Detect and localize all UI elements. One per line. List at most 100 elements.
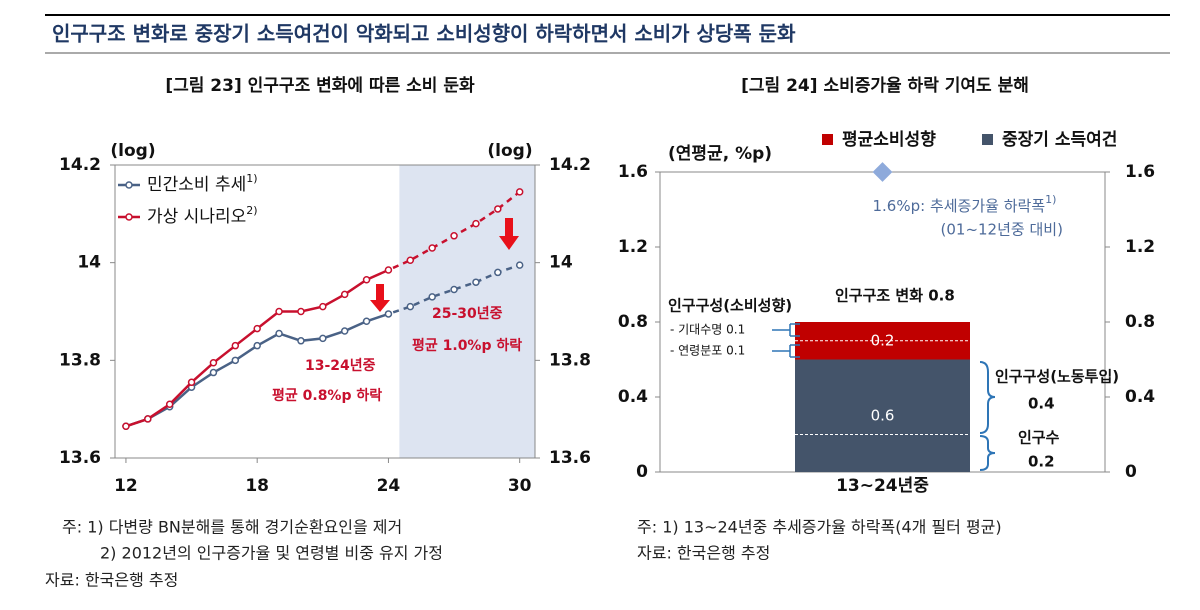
legend-name: 민간소비 추세 bbox=[147, 175, 246, 195]
annotation: 13-24년중 bbox=[305, 358, 376, 374]
point bbox=[297, 307, 305, 316]
point bbox=[144, 415, 152, 423]
point bbox=[450, 232, 458, 240]
y-tick-label: 13.8 bbox=[59, 350, 101, 370]
annotation: 평균 0.8%p 하락 bbox=[272, 387, 382, 404]
plot-frame bbox=[114, 164, 536, 459]
legend-label: 평균소비성향 bbox=[842, 129, 936, 150]
marker bbox=[872, 162, 893, 182]
point bbox=[209, 368, 218, 377]
y-tick-label: 1.6 bbox=[618, 162, 648, 182]
legend-sup: 1) bbox=[246, 172, 257, 185]
note: 자료: 한국은행 추정 bbox=[45, 571, 178, 590]
legend-marker bbox=[125, 213, 133, 221]
notes: 주: 1) 다변량 BN분해를 통해 경기순환요인을 제거 2) 2012년의 … bbox=[45, 518, 1002, 590]
chart-title: [그림 24] 소비증가율 하락 기여도 분해 bbox=[741, 76, 1029, 96]
annotation: 0.4 bbox=[1028, 395, 1055, 413]
bracket bbox=[772, 323, 800, 358]
brace bbox=[979, 435, 996, 471]
annotation: - 기대수명 0.1 bbox=[670, 323, 745, 337]
marker-label-text: 1.6%p: 추세증가율 하락폭 bbox=[873, 197, 1046, 215]
y-tick-label: 0.8 bbox=[618, 312, 648, 332]
y-tick-label: 14.2 bbox=[59, 155, 101, 175]
legend-swatch bbox=[822, 134, 833, 145]
marker-sublabel: (01~12년중 대비) bbox=[941, 221, 1063, 239]
point bbox=[319, 302, 327, 311]
legend-name: 가상 시나리오 bbox=[147, 207, 246, 227]
point bbox=[319, 334, 327, 343]
x-tick-label: 30 bbox=[508, 476, 532, 496]
annotation: 인구구성(노동투입) bbox=[995, 368, 1119, 386]
x-tick-label: 12 bbox=[114, 476, 138, 496]
point bbox=[384, 266, 393, 274]
point bbox=[472, 278, 480, 286]
legend-sup: 2) bbox=[246, 204, 257, 217]
legend-label: 가상 시나리오2) bbox=[147, 204, 258, 227]
legend-marker bbox=[125, 181, 133, 189]
y2-tick-label: 13.8 bbox=[549, 350, 591, 370]
left-annotations: 13-24년중 평균 0.8%p 하락 25-30년중 평균 1.0%p 하락 bbox=[272, 218, 522, 404]
y2-tick-label: 1.2 bbox=[1125, 237, 1155, 257]
point bbox=[494, 268, 502, 277]
marker-label: 1.6%p: 추세증가율 하락폭1) bbox=[873, 193, 1057, 215]
y-tick-label: 14 bbox=[77, 253, 101, 273]
point bbox=[275, 307, 283, 316]
brace bbox=[979, 361, 996, 434]
y-tick-label: 1.2 bbox=[618, 237, 648, 257]
annotation: 0.2 bbox=[1028, 453, 1055, 471]
point bbox=[340, 327, 349, 335]
point bbox=[362, 276, 371, 284]
note: 2) 2012년의 인구증가율 및 연령별 비중 유지 가정 bbox=[100, 544, 443, 563]
point bbox=[165, 400, 174, 409]
y2-tick-label: 0.4 bbox=[1125, 387, 1155, 407]
point bbox=[406, 302, 415, 311]
y2-tick-label: 13.6 bbox=[549, 448, 591, 468]
chart-title: [그림 23] 인구구조 변화에 따른 소비 둔화 bbox=[165, 76, 475, 96]
bar-segment bbox=[795, 359, 970, 472]
note: 주: 1) 13~24년중 추세증가율 하락폭(4개 필터 평균) bbox=[637, 518, 1002, 537]
annotation: 인구구성(소비성향) bbox=[668, 297, 792, 315]
annotation: 25-30년중 bbox=[432, 306, 503, 322]
point bbox=[253, 341, 261, 350]
arrow bbox=[370, 284, 390, 312]
y2-tick-label: 1.6 bbox=[1125, 162, 1155, 182]
y2-tick-label: 14 bbox=[549, 253, 573, 273]
point bbox=[515, 261, 524, 269]
point bbox=[187, 378, 196, 387]
legend-swatch bbox=[982, 134, 993, 145]
left-chart: 14.2 14 13.8 13.6 14.2 14 13.8 13.6 12 18 24 30 (log… bbox=[59, 141, 591, 496]
value-label: 0.6 bbox=[871, 406, 895, 424]
point bbox=[122, 422, 130, 431]
y2-axis-label: (log) bbox=[487, 141, 532, 161]
point bbox=[428, 244, 436, 252]
point bbox=[362, 317, 371, 326]
note: 자료: 한국은행 추정 bbox=[637, 544, 770, 563]
point bbox=[472, 219, 480, 228]
y-axis-label: (연평균, %p) bbox=[668, 144, 772, 164]
y2-tick-label: 14.2 bbox=[549, 155, 591, 175]
point bbox=[428, 293, 436, 301]
x-tick-label: 24 bbox=[377, 476, 401, 496]
note: 주: 1) 다변량 BN분해를 통해 경기순환요인을 제거 bbox=[62, 518, 402, 537]
right-chart: 0 0.4 0.8 1.2 1.6 0 0.4 0.8 1.2 1.6 (연평균, %p) 13~24… bbox=[618, 129, 1155, 496]
point bbox=[340, 290, 349, 299]
right-annotations: 인구구조 변화 0.8 인구구성(소비성향) - 기대수명 0.1 - 연령분포… bbox=[668, 287, 1119, 471]
point bbox=[384, 310, 393, 318]
legend-label: 중장기 소득여건 bbox=[1002, 130, 1117, 150]
point bbox=[231, 356, 240, 365]
point bbox=[275, 329, 283, 338]
y-tick-label: 13.6 bbox=[59, 448, 101, 468]
annotation: - 연령분포 0.1 bbox=[670, 344, 745, 358]
y2-tick-label: 0 bbox=[1125, 462, 1137, 482]
point bbox=[515, 188, 524, 196]
y2-tick-label: 0.8 bbox=[1125, 312, 1155, 332]
point bbox=[297, 337, 305, 345]
point bbox=[253, 324, 261, 333]
point bbox=[406, 256, 415, 264]
page-title: 인구구조 변화로 중장기 소득여건이 악화되고 소비성향이 하락하면서 소비가 … bbox=[52, 22, 796, 46]
y-axis-label: (log) bbox=[110, 141, 155, 161]
annotation: 인구수 bbox=[1018, 429, 1060, 447]
y-tick-label: 0.4 bbox=[618, 387, 648, 407]
x-tick-label: 13~24년중 bbox=[836, 476, 929, 496]
